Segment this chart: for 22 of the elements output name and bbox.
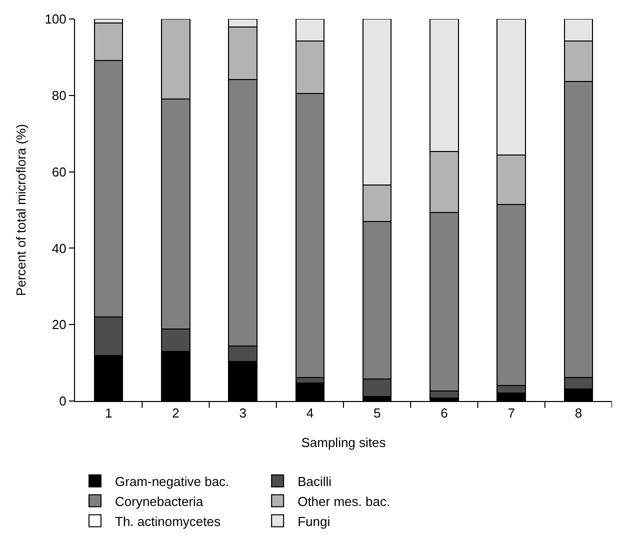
x-axis-title: Sampling sites <box>301 435 386 450</box>
y-tick-label: 40 <box>52 240 66 256</box>
legend-label: Bacilli <box>298 474 332 489</box>
x-tick-label: 2 <box>172 406 180 421</box>
y-tick-label: 80 <box>52 88 66 103</box>
y-tick-label: 60 <box>52 164 66 180</box>
legend-label: Fungi <box>298 514 330 529</box>
legend-label: Corynebacteria <box>115 494 204 509</box>
legend-label: Other mes. bac. <box>298 494 390 509</box>
y-tick-label: 20 <box>52 317 66 332</box>
x-tick-label: 1 <box>104 406 112 421</box>
x-tick-label: 6 <box>440 406 448 421</box>
x-tick-label: 8 <box>574 406 582 421</box>
x-tick-label: 4 <box>306 406 314 421</box>
y-axis-title: Percent of total microflora (%) <box>14 124 29 296</box>
x-tick-label: 3 <box>239 406 246 421</box>
y-tick-label: 0 <box>59 394 66 409</box>
x-tick-label: 5 <box>373 406 381 421</box>
y-tick-label: 100 <box>44 12 66 27</box>
x-tick-label: 7 <box>508 406 515 421</box>
legend-label: Th. actinomycetes <box>115 514 221 529</box>
legend-label: Gram-negative bac. <box>115 474 230 489</box>
